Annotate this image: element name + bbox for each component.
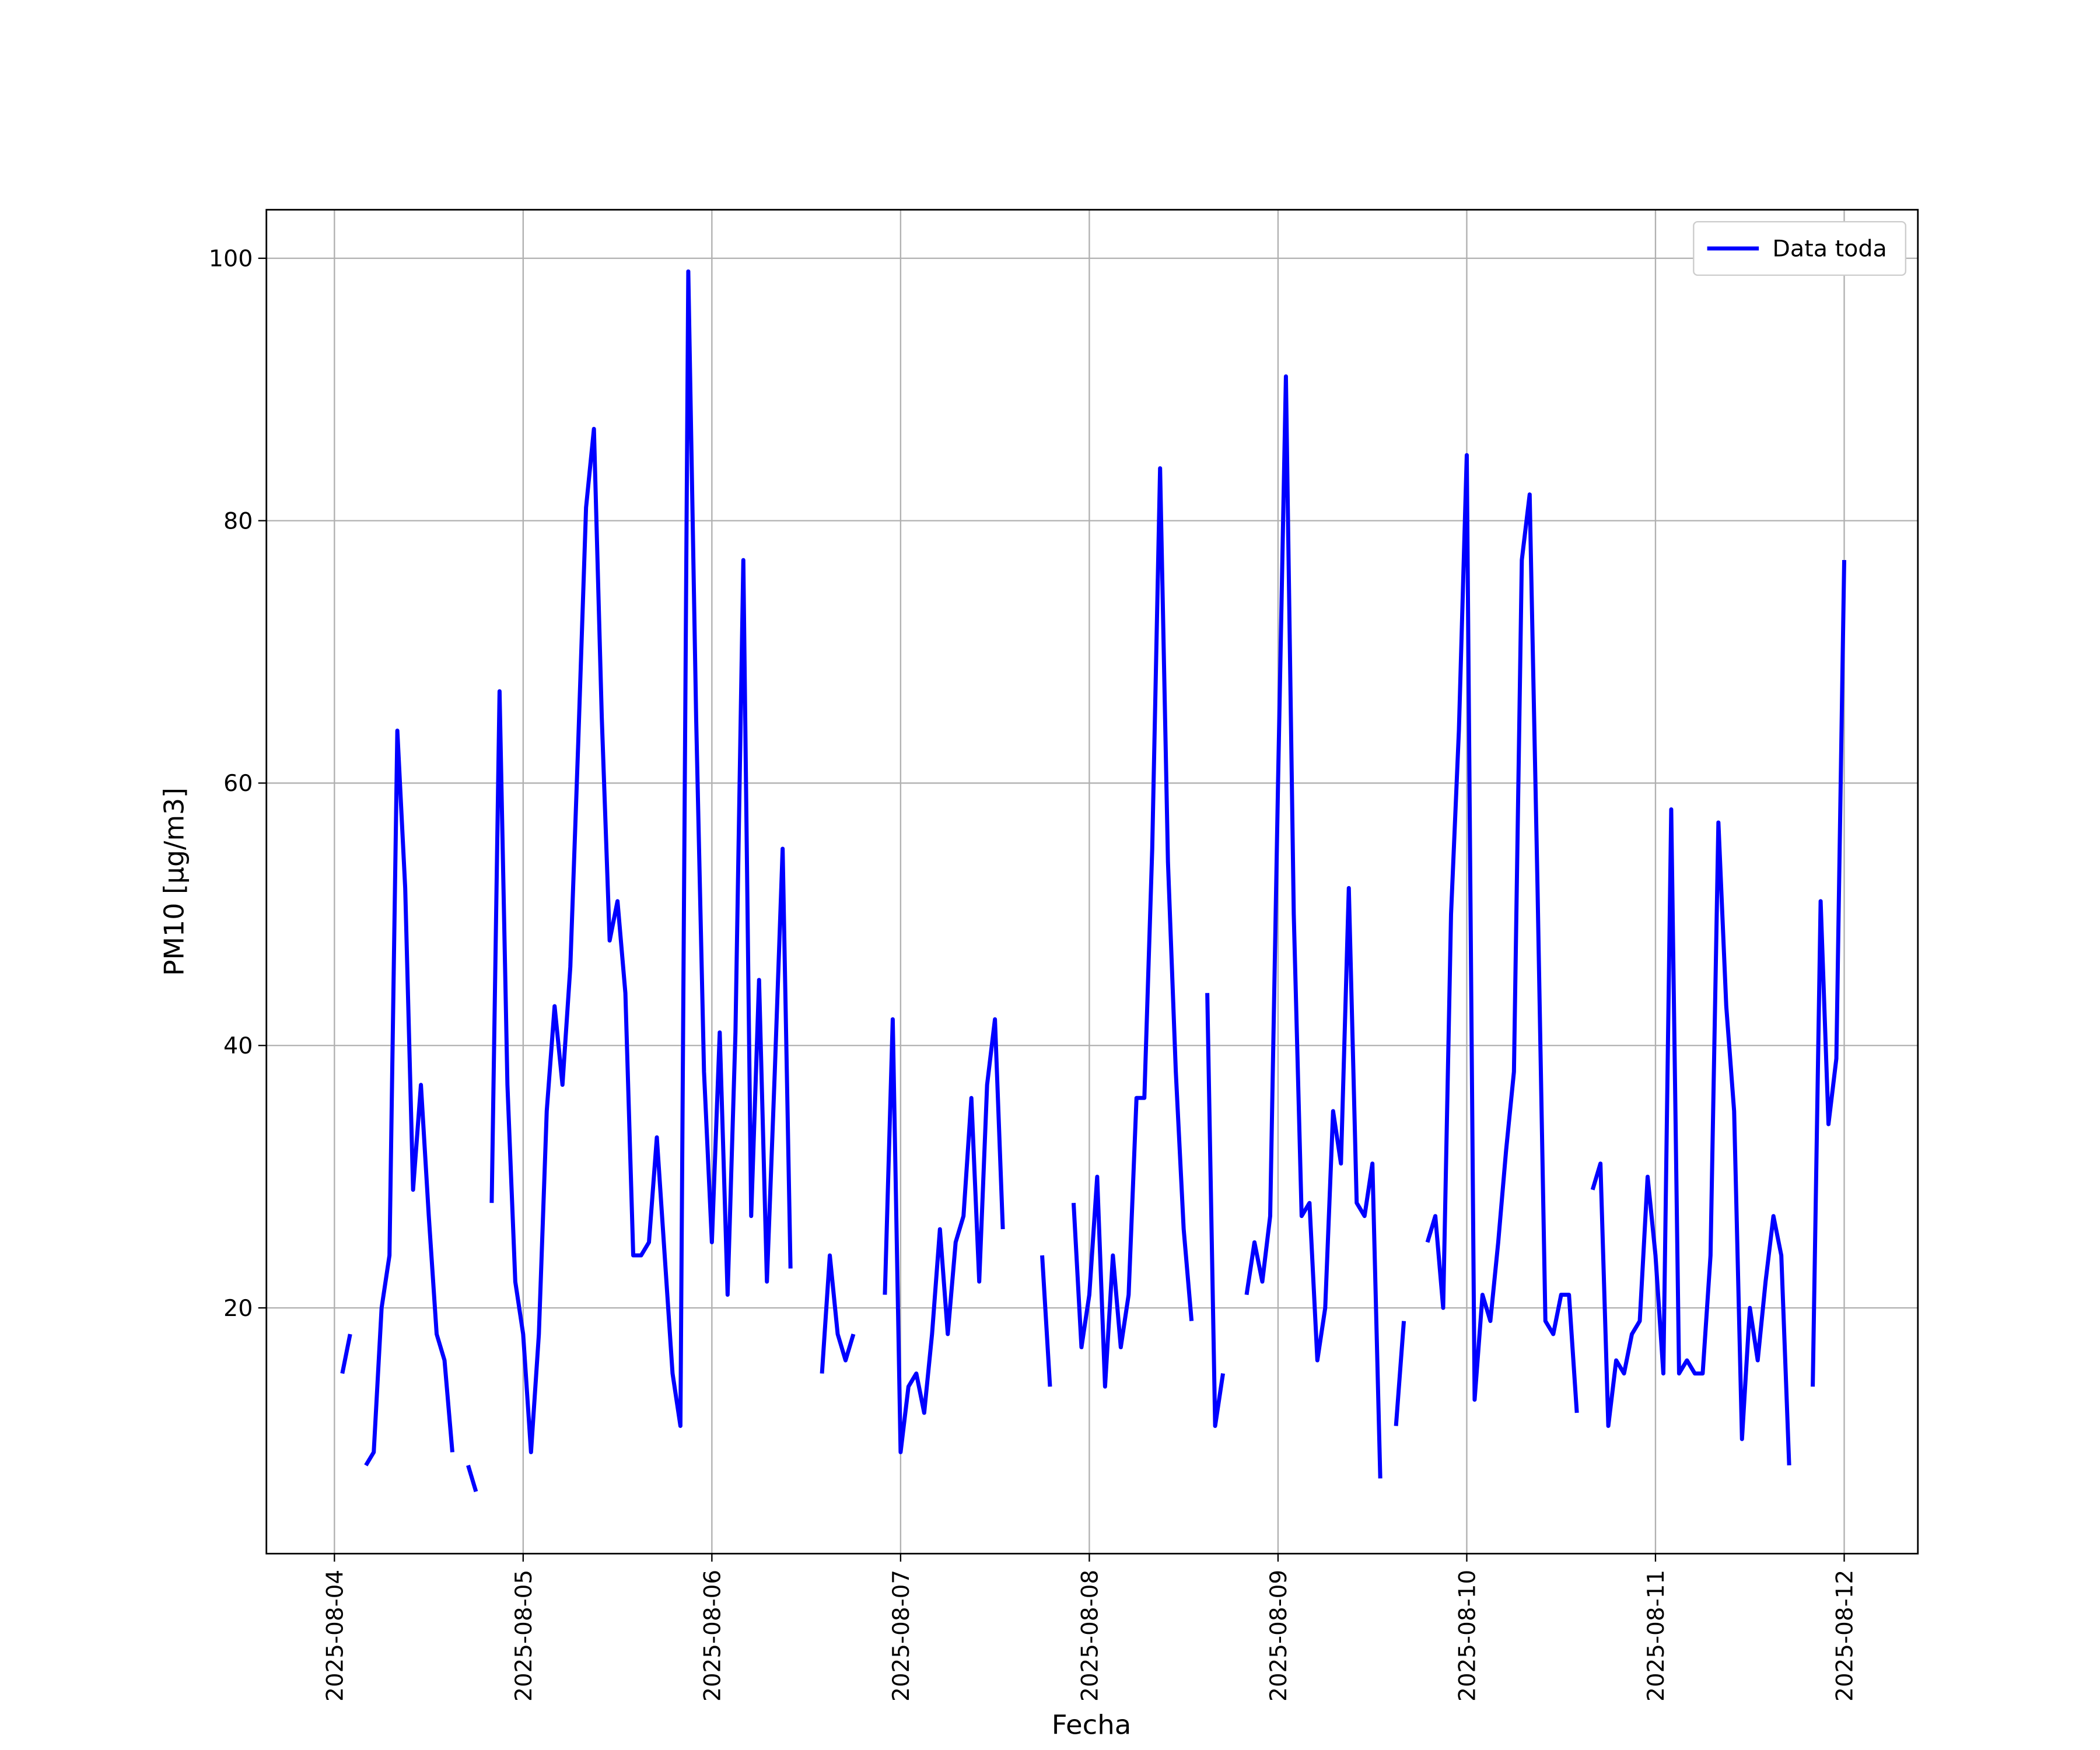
data-line: [340, 269, 1846, 1492]
legend-box: [1693, 221, 1906, 276]
y-tick-label: 40: [223, 1033, 253, 1059]
x-tick-label: 2025-08-07: [888, 1570, 915, 1702]
x-tick-label: 2025-08-06: [699, 1570, 726, 1702]
legend-label: Data toda: [1772, 236, 1887, 262]
x-tick-label: 2025-08-09: [1266, 1570, 1292, 1702]
x-tick-label: 2025-08-11: [1643, 1570, 1670, 1702]
x-tick-label: 2025-08-05: [511, 1570, 537, 1702]
y-axis-label: PM10 [μg/m3]: [158, 788, 190, 976]
y-tick-label: 60: [223, 771, 253, 797]
x-tick-label: 2025-08-12: [1832, 1570, 1858, 1702]
x-axis-label: Fecha: [1052, 1709, 1132, 1741]
y-tick-label: 80: [223, 509, 253, 535]
x-tick-label: 2025-08-10: [1454, 1570, 1480, 1702]
grid: [266, 209, 1918, 1554]
y-tick-label: 100: [209, 246, 253, 272]
plot-area: [340, 269, 1846, 1492]
x-tick-label: 2025-08-08: [1077, 1570, 1103, 1702]
y-tick-label: 20: [223, 1296, 253, 1322]
x-tick-label: 2025-08-04: [322, 1570, 348, 1702]
axes-frame: [265, 209, 1919, 1555]
